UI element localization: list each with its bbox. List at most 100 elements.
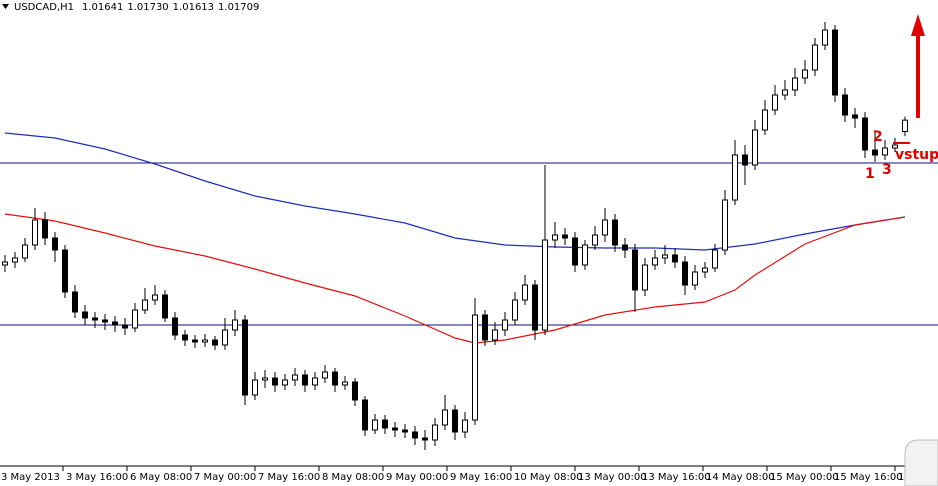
candle-body bbox=[892, 144, 898, 149]
candle-body bbox=[812, 44, 818, 71]
candle-body bbox=[122, 324, 128, 329]
candle-body bbox=[542, 239, 548, 331]
x-tick-label: 7 May 00:00 bbox=[194, 472, 256, 483]
candle-body bbox=[672, 254, 678, 263]
plot-area bbox=[0, 22, 938, 450]
candle-body bbox=[162, 294, 168, 319]
candle-body bbox=[532, 284, 538, 331]
candle-body bbox=[302, 374, 308, 386]
candle-body bbox=[192, 339, 198, 343]
x-tick-label: 13 May 16:00 bbox=[642, 472, 711, 483]
candle-body bbox=[182, 334, 188, 341]
candle-body bbox=[552, 234, 558, 241]
candle-body bbox=[562, 234, 568, 239]
candle-body bbox=[32, 219, 38, 246]
candle-body bbox=[212, 339, 218, 346]
candle-body bbox=[412, 431, 418, 439]
annotation: 1 bbox=[865, 166, 875, 182]
candle-body bbox=[2, 261, 8, 266]
candle-body bbox=[512, 299, 518, 321]
candle-body bbox=[52, 237, 58, 251]
candle-body bbox=[312, 377, 318, 386]
x-tick-label: 3 May 2013 bbox=[1, 472, 60, 483]
x-tick-label: 15 May 16:00 bbox=[834, 472, 903, 483]
annotation: vstup bbox=[895, 147, 938, 163]
x-tick-label: 3 May 16:00 bbox=[66, 472, 128, 483]
candle-body bbox=[502, 319, 508, 331]
candle-body bbox=[292, 374, 298, 381]
candle-body bbox=[712, 249, 718, 269]
header-close: 1.01709 bbox=[218, 2, 259, 13]
candle-body bbox=[402, 429, 408, 433]
candle-body bbox=[602, 219, 608, 236]
candle-body bbox=[442, 409, 448, 426]
candle-body bbox=[222, 329, 228, 346]
time-axis: 3 May 2013 3 May 16:00 6 May 08:00 7 May 00… bbox=[1, 466, 911, 483]
candle-body bbox=[772, 94, 778, 111]
candle-body bbox=[342, 381, 348, 386]
candle-body bbox=[282, 379, 288, 386]
candle-body bbox=[332, 371, 338, 386]
candle-body bbox=[722, 199, 728, 251]
x-tick-label: 16 bbox=[898, 472, 911, 483]
candle-body bbox=[112, 321, 118, 326]
candle-body bbox=[902, 119, 908, 132]
x-tick-label: 10 May 08:00 bbox=[514, 472, 583, 483]
candle-body bbox=[472, 314, 478, 421]
candle-body bbox=[732, 154, 738, 201]
candle-body bbox=[362, 399, 368, 431]
candle-body bbox=[802, 69, 808, 79]
candle-body bbox=[882, 147, 888, 156]
x-tick-label: 15 May 00:00 bbox=[770, 472, 839, 483]
x-tick-label: 9 May 00:00 bbox=[386, 472, 448, 483]
candle-body bbox=[752, 129, 758, 166]
candle-body bbox=[742, 154, 748, 166]
candle-body bbox=[852, 114, 858, 119]
candle-body bbox=[382, 419, 388, 429]
candle-body bbox=[862, 117, 868, 151]
candle-body bbox=[272, 377, 278, 386]
candle-body bbox=[172, 317, 178, 336]
header-low: 1.01613 bbox=[173, 2, 214, 13]
candle-body bbox=[392, 427, 398, 431]
candle-body bbox=[12, 257, 18, 263]
candle-body bbox=[142, 299, 148, 311]
menu-triangle[interactable] bbox=[2, 4, 9, 9]
candle-body bbox=[612, 219, 618, 246]
candle-body bbox=[692, 271, 698, 286]
arrow-head bbox=[911, 14, 925, 36]
x-tick-label: 13 May 00:00 bbox=[578, 472, 647, 483]
x-tick-label: 8 May 08:00 bbox=[322, 472, 384, 483]
header: USDCAD,H1 1.01641 1.01730 1.01613 1.01709 bbox=[14, 2, 259, 13]
candle-body bbox=[92, 317, 98, 321]
moving-average bbox=[4, 132, 906, 251]
candle-body bbox=[242, 319, 248, 396]
candle-body bbox=[82, 311, 88, 319]
candle-body bbox=[132, 309, 138, 329]
candle-body bbox=[462, 419, 468, 433]
candle-body bbox=[662, 254, 668, 259]
x-tick-label: 9 May 16:00 bbox=[450, 472, 512, 483]
candle-body bbox=[792, 77, 798, 91]
x-tick-label: 7 May 16:00 bbox=[258, 472, 320, 483]
candle-body bbox=[632, 249, 638, 291]
candle-body bbox=[262, 377, 268, 381]
candle-body bbox=[102, 319, 108, 323]
candle-body bbox=[702, 267, 708, 273]
candle-body bbox=[582, 244, 588, 266]
candle-body bbox=[432, 424, 438, 441]
symbol: USDCAD,H1 bbox=[14, 2, 74, 13]
candle-body bbox=[782, 89, 788, 96]
candle-body bbox=[352, 381, 358, 401]
candle-body bbox=[822, 29, 828, 46]
candle-body bbox=[622, 244, 628, 251]
moving-average bbox=[4, 213, 906, 344]
signal-arrow bbox=[893, 14, 925, 144]
candle-body bbox=[232, 319, 238, 331]
candle-body bbox=[322, 371, 328, 379]
header-high: 1.01730 bbox=[127, 2, 168, 13]
candle-body bbox=[572, 237, 578, 266]
scroll-corner bbox=[904, 439, 938, 486]
candle-body bbox=[872, 149, 878, 156]
